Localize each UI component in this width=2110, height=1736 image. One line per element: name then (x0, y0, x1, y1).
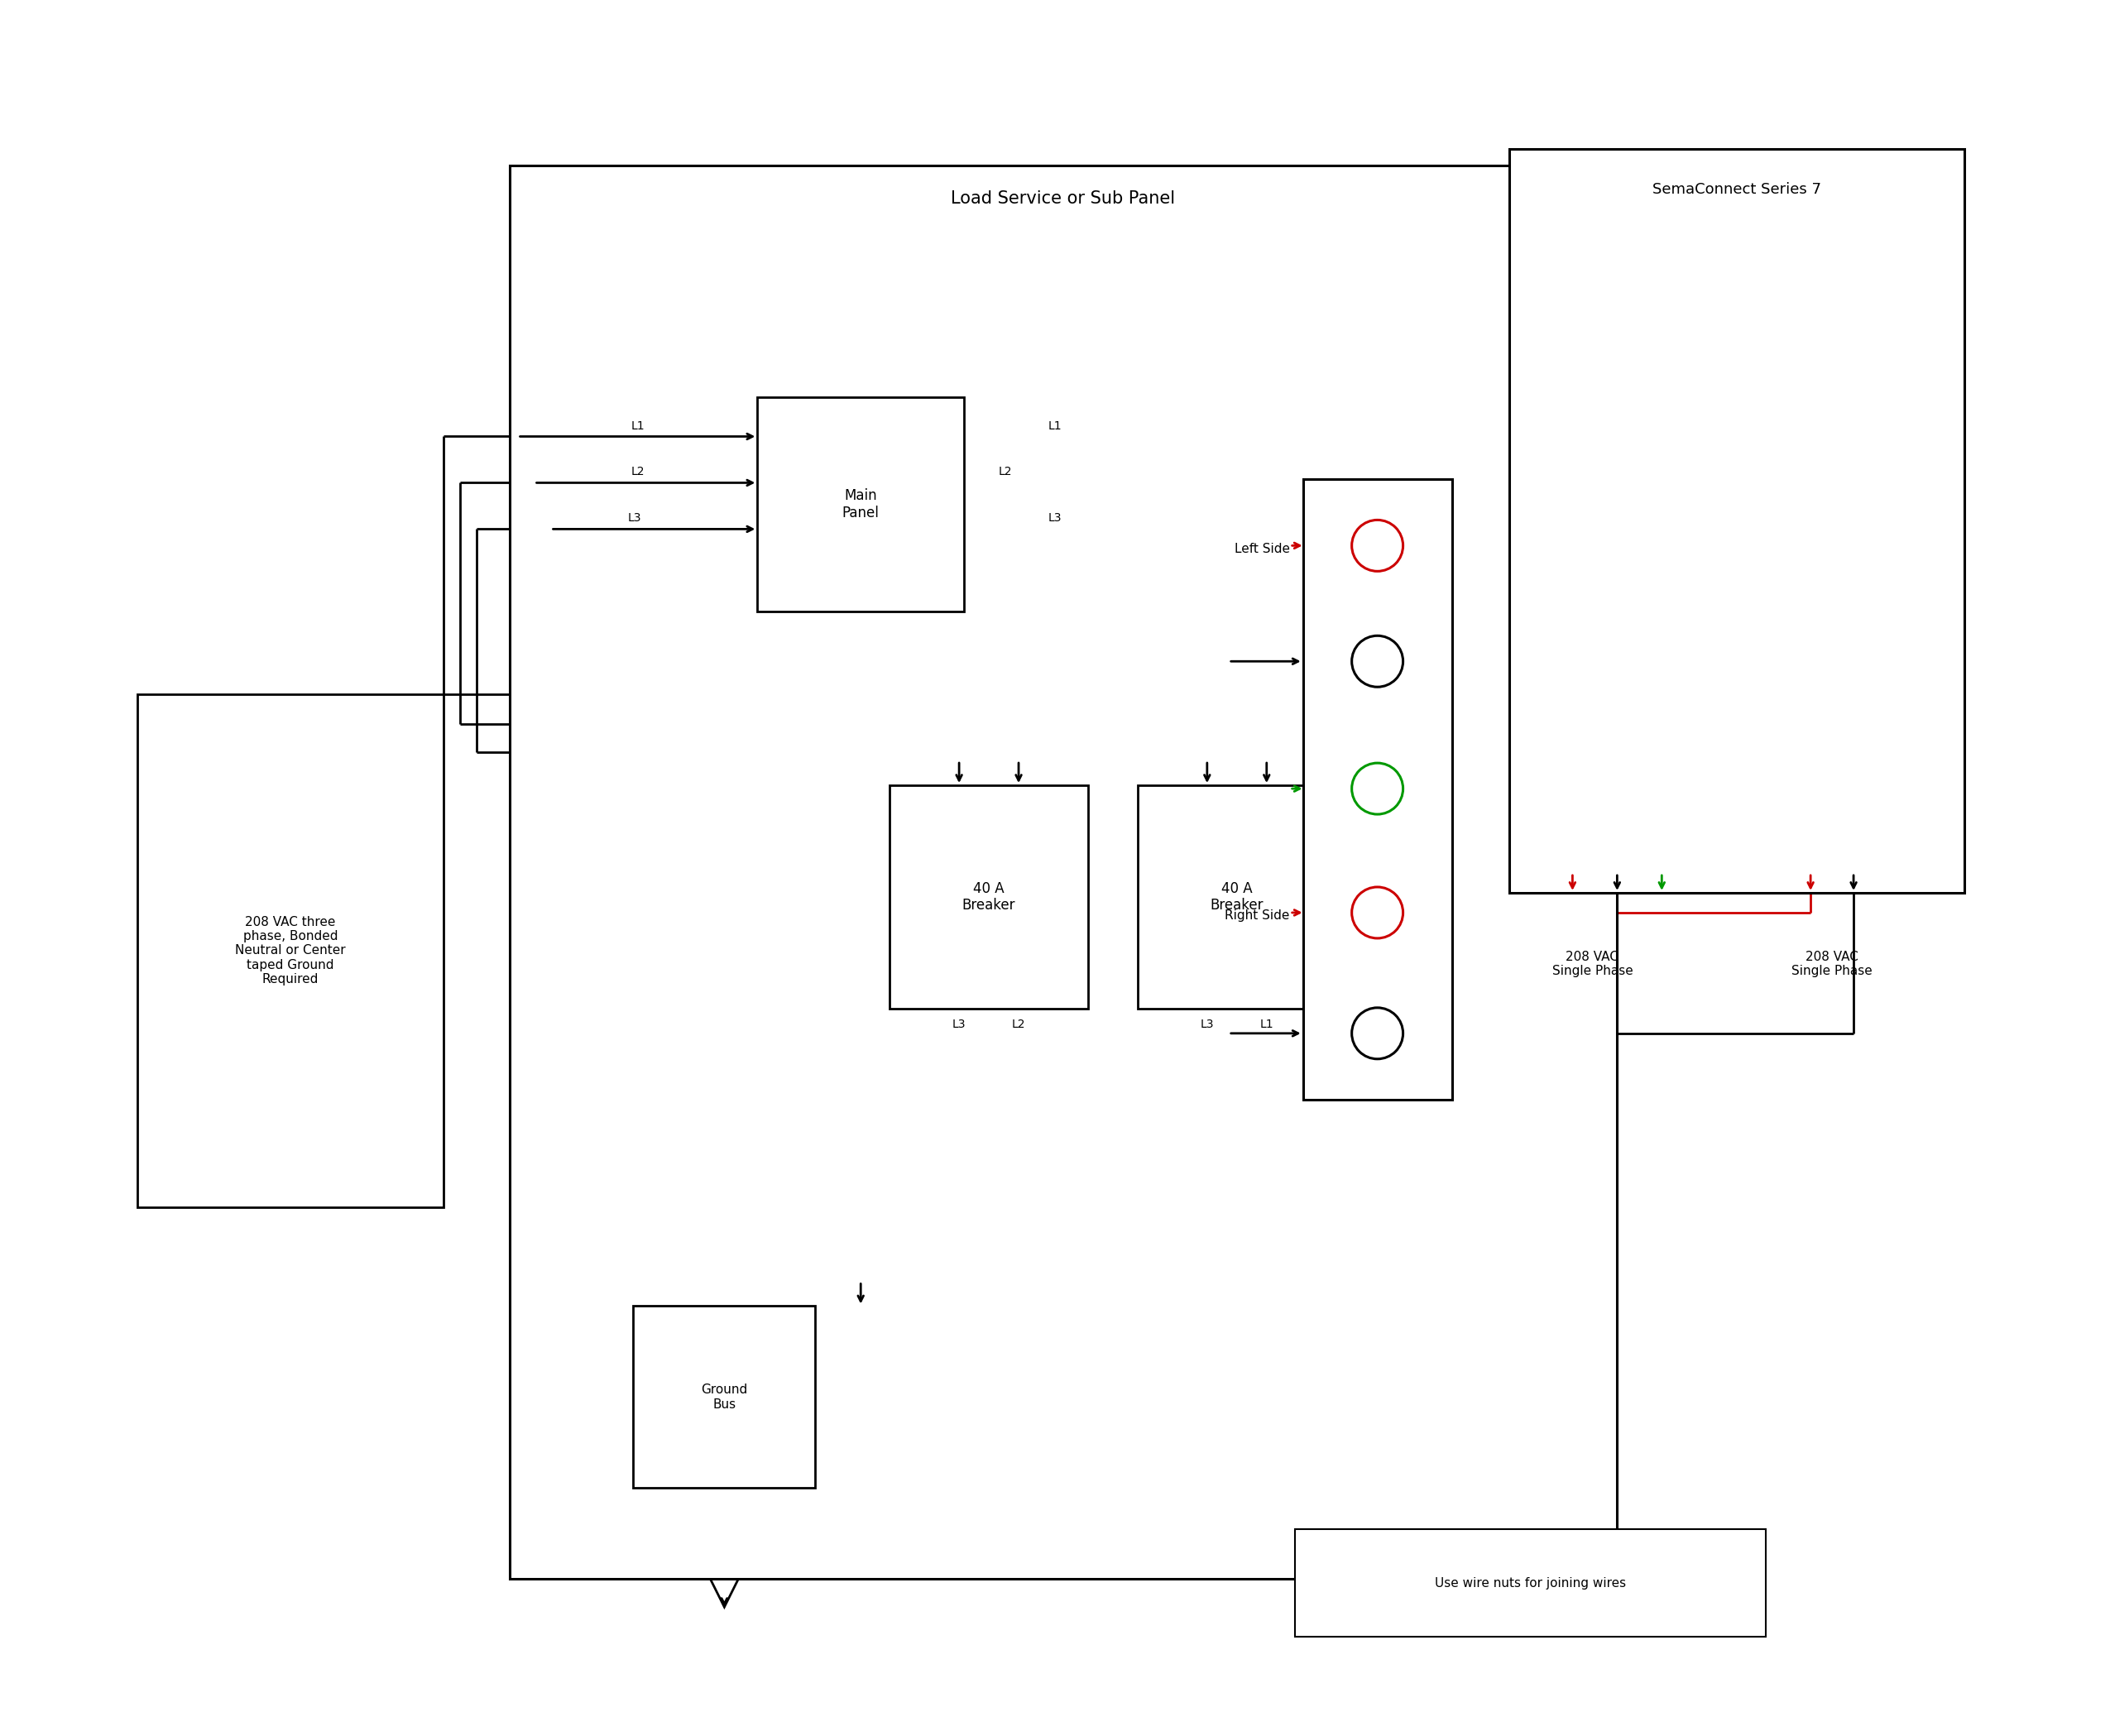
Circle shape (1353, 887, 1403, 937)
Circle shape (1353, 635, 1403, 687)
Circle shape (1353, 1007, 1403, 1059)
Text: Main
Panel: Main Panel (842, 488, 880, 521)
Text: 40 A
Breaker: 40 A Breaker (962, 880, 1015, 913)
Text: Ground
Bus: Ground Bus (701, 1384, 747, 1410)
Bar (1304, 479, 1452, 1099)
Text: L2: L2 (998, 467, 1013, 477)
Text: L3: L3 (1201, 1019, 1213, 1029)
Text: L3: L3 (1049, 512, 1061, 524)
Text: L1: L1 (1049, 420, 1061, 432)
Circle shape (1353, 764, 1403, 814)
Text: L3: L3 (627, 512, 641, 524)
Text: SemaConnect Series 7: SemaConnect Series 7 (1652, 182, 1821, 196)
Text: Load Service or Sub Panel: Load Service or Sub Panel (952, 191, 1175, 207)
Bar (890, 785, 1089, 1009)
Text: 208 VAC three
phase, Bonded
Neutral or Center
taped Ground
Required: 208 VAC three phase, Bonded Neutral or C… (234, 915, 346, 986)
Bar (1137, 785, 1336, 1009)
Bar (633, 1305, 814, 1488)
Bar (1296, 1529, 1766, 1637)
Bar (509, 165, 1616, 1580)
Text: Use wire nuts for joining wires: Use wire nuts for joining wires (1435, 1576, 1627, 1588)
Text: 40 A
Breaker: 40 A Breaker (1211, 880, 1264, 913)
Text: 208 VAC
Single Phase: 208 VAC Single Phase (1791, 951, 1872, 977)
Text: L2: L2 (631, 467, 644, 477)
Text: L1: L1 (631, 420, 644, 432)
Circle shape (1353, 521, 1403, 571)
Bar (1509, 149, 1964, 892)
Text: Left Side: Left Side (1234, 543, 1289, 556)
Text: L3: L3 (952, 1019, 966, 1029)
Text: 208 VAC
Single Phase: 208 VAC Single Phase (1551, 951, 1633, 977)
Bar (137, 694, 443, 1207)
Bar (757, 398, 964, 611)
Text: L1: L1 (1260, 1019, 1274, 1029)
Text: Right Side: Right Side (1226, 910, 1289, 922)
Text: L2: L2 (1013, 1019, 1025, 1029)
